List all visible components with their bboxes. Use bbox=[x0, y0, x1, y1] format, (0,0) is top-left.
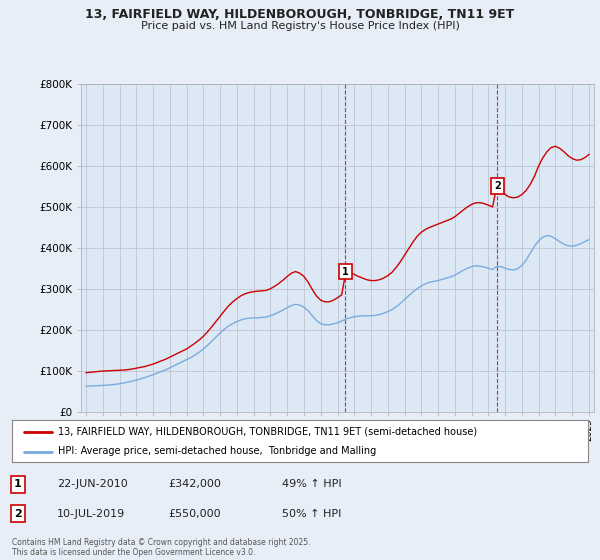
Text: 2: 2 bbox=[14, 508, 22, 519]
Text: Contains HM Land Registry data © Crown copyright and database right 2025.
This d: Contains HM Land Registry data © Crown c… bbox=[12, 538, 311, 557]
Text: 2: 2 bbox=[494, 181, 500, 192]
Text: 1: 1 bbox=[14, 479, 22, 489]
Text: 13, FAIRFIELD WAY, HILDENBOROUGH, TONBRIDGE, TN11 9ET (semi-detached house): 13, FAIRFIELD WAY, HILDENBOROUGH, TONBRI… bbox=[58, 427, 477, 437]
Text: 1: 1 bbox=[342, 267, 349, 277]
Text: £550,000: £550,000 bbox=[168, 508, 221, 519]
Text: 50% ↑ HPI: 50% ↑ HPI bbox=[282, 508, 341, 519]
Text: 22-JUN-2010: 22-JUN-2010 bbox=[57, 479, 128, 489]
Text: 49% ↑ HPI: 49% ↑ HPI bbox=[282, 479, 341, 489]
Text: £342,000: £342,000 bbox=[168, 479, 221, 489]
Text: HPI: Average price, semi-detached house,  Tonbridge and Malling: HPI: Average price, semi-detached house,… bbox=[58, 446, 376, 456]
Text: 10-JUL-2019: 10-JUL-2019 bbox=[57, 508, 125, 519]
Text: Price paid vs. HM Land Registry's House Price Index (HPI): Price paid vs. HM Land Registry's House … bbox=[140, 21, 460, 31]
Text: 13, FAIRFIELD WAY, HILDENBOROUGH, TONBRIDGE, TN11 9ET: 13, FAIRFIELD WAY, HILDENBOROUGH, TONBRI… bbox=[85, 8, 515, 21]
